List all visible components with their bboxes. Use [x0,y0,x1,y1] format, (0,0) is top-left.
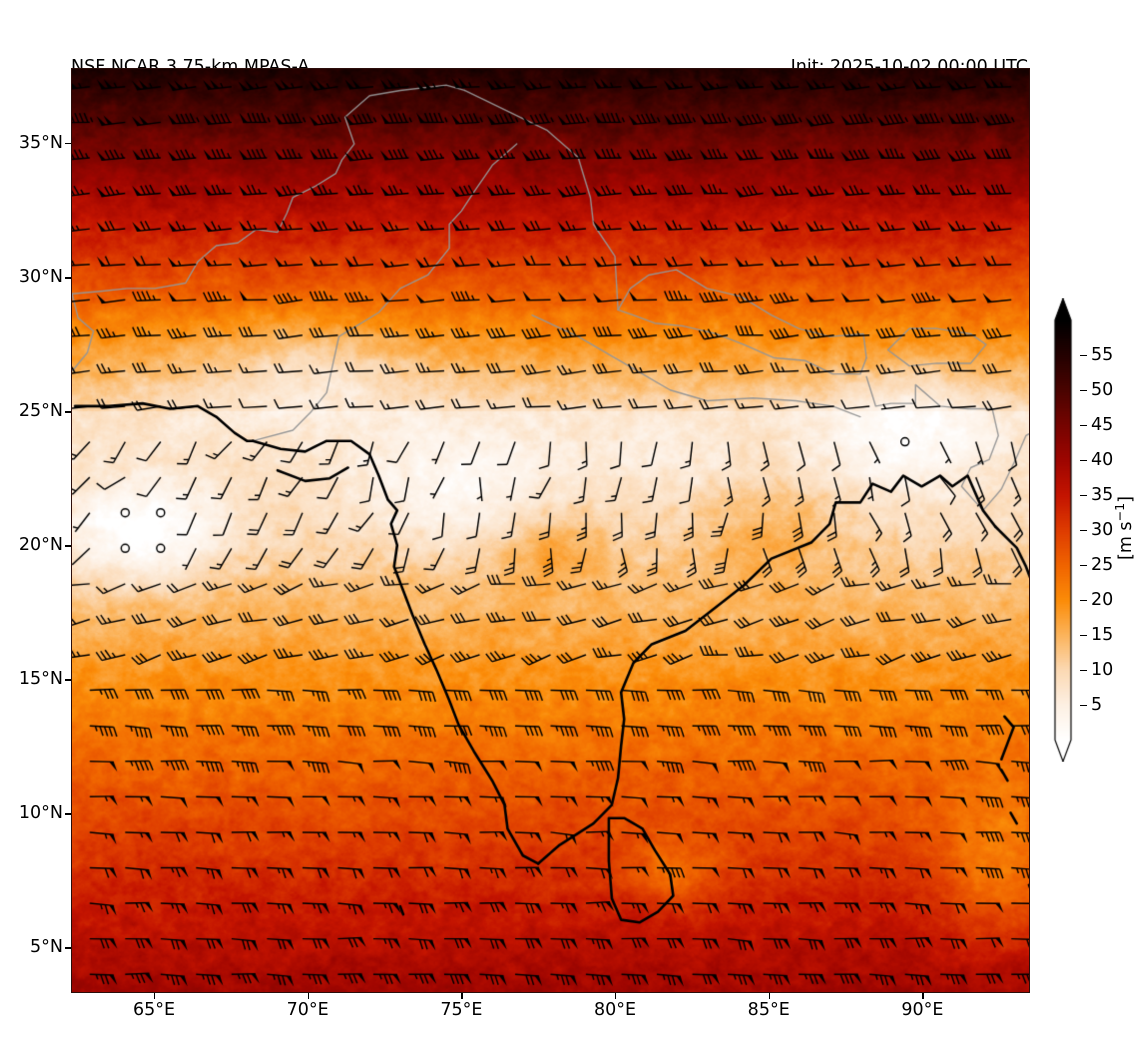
x-axis-tick [768,993,771,999]
colorbar-label: [m s−1] [1112,496,1136,560]
y-axis-tick [65,545,71,547]
y-axis-tick [65,411,71,413]
x-axis-label: 75°E [440,1000,483,1020]
colorbar-tick [1080,530,1087,532]
y-axis-tick [65,277,71,279]
colorbar-tick [1080,495,1087,497]
x-axis-tick [153,993,156,999]
y-axis-label: 30°N [18,267,63,288]
colorbar-tick [1080,460,1087,462]
colorbar-tick-label: 10 [1091,660,1114,680]
colorbar-tick-label: 40 [1091,450,1114,470]
colorbar-tick-label: 50 [1091,380,1114,400]
colorbar-tick [1080,355,1087,357]
colorbar-tick [1080,705,1087,707]
x-axis-label: 80°E [594,1000,637,1020]
colorbar-tick [1080,390,1087,392]
colorbar-tick-label: 20 [1091,590,1114,610]
colorbar-label-exponent: −1 [1112,502,1127,522]
colorbar-tick-label: 15 [1091,625,1114,645]
y-axis-tick [65,679,71,681]
x-axis-tick [307,993,310,999]
x-axis-label: 90°E [901,1000,944,1020]
y-axis-tick [65,947,71,949]
map-plot-area [71,68,1030,993]
colorbar-tick [1080,565,1087,567]
y-axis-label: 5°N [30,937,63,958]
x-axis-tick [922,993,924,999]
colorbar-label-suffix: ] [1115,496,1136,503]
x-axis-label: 65°E [132,1000,176,1020]
y-axis-label: 10°N [18,803,63,824]
colorbar-tick-label: 35 [1091,485,1114,505]
x-axis-tick [461,993,463,999]
x-axis-label: 70°E [286,1000,329,1020]
colorbar-gradient [1046,298,1080,762]
shear-field-canvas [72,69,1029,992]
colorbar-tick-label: 45 [1091,415,1114,435]
colorbar-tick-label: 55 [1091,345,1114,365]
colorbar-tick [1080,600,1087,602]
y-axis-label: 20°N [18,535,63,556]
x-axis-tick [615,993,617,999]
colorbar [1046,298,1080,762]
colorbar-tick-label: 5 [1091,695,1103,715]
x-axis-label: 85°E [747,1000,790,1020]
colorbar-tick [1080,670,1087,672]
y-axis-label: 25°N [18,401,63,422]
y-axis-tick [65,813,71,815]
y-axis-label: 35°N [18,133,63,154]
colorbar-label-text: [m s [1115,521,1136,560]
y-axis-tick [65,143,71,145]
colorbar-tick [1080,425,1087,427]
y-axis-label: 15°N [18,669,63,690]
colorbar-tick-label: 30 [1091,520,1114,540]
colorbar-tick-label: 25 [1091,555,1114,575]
colorbar-tick [1080,635,1087,637]
